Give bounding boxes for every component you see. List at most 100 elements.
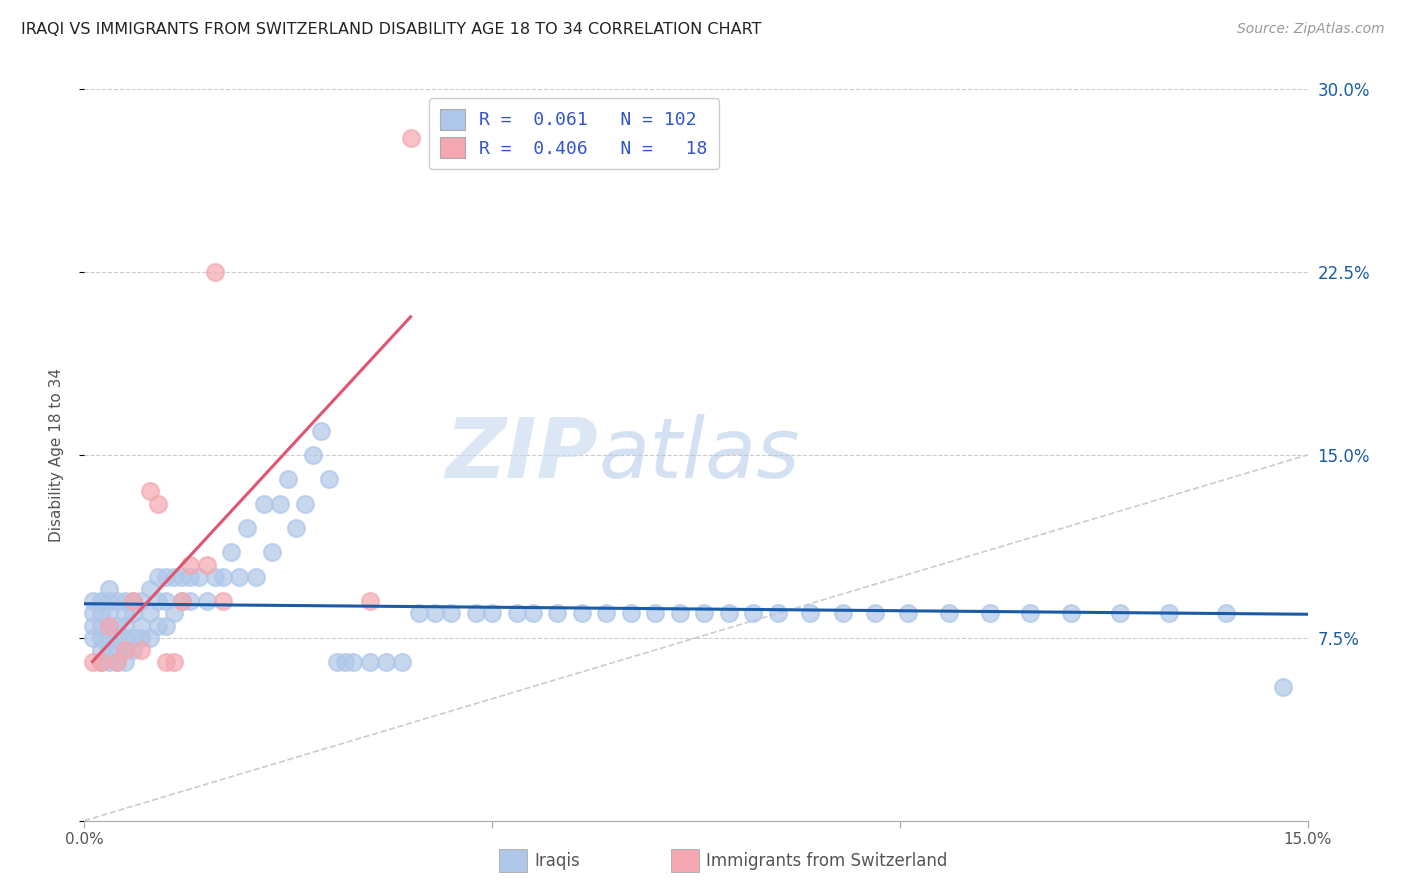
Point xyxy=(301,448,323,462)
Point xyxy=(228,570,250,584)
Point xyxy=(522,607,544,621)
Point xyxy=(644,607,666,621)
Point xyxy=(163,655,186,669)
Point xyxy=(82,618,104,632)
Point xyxy=(938,607,960,621)
Text: Iraqis: Iraqis xyxy=(534,852,581,870)
Point xyxy=(90,655,112,669)
Point xyxy=(90,643,112,657)
Point xyxy=(82,655,104,669)
Point xyxy=(318,472,340,486)
Point xyxy=(742,607,765,621)
Point xyxy=(595,607,617,621)
Legend: R =  0.061   N = 102, R =  0.406   N =   18: R = 0.061 N = 102, R = 0.406 N = 18 xyxy=(429,98,718,169)
Point xyxy=(505,607,527,621)
Text: Immigrants from Switzerland: Immigrants from Switzerland xyxy=(706,852,948,870)
Text: IRAQI VS IMMIGRANTS FROM SWITZERLAND DISABILITY AGE 18 TO 34 CORRELATION CHART: IRAQI VS IMMIGRANTS FROM SWITZERLAND DIS… xyxy=(21,22,762,37)
Point xyxy=(114,643,136,657)
Point xyxy=(269,497,291,511)
Point xyxy=(1157,607,1180,621)
Point xyxy=(326,655,349,669)
Point xyxy=(979,607,1001,621)
Point xyxy=(146,497,169,511)
Point xyxy=(155,594,177,608)
Y-axis label: Disability Age 18 to 34: Disability Age 18 to 34 xyxy=(49,368,63,542)
Point xyxy=(138,607,160,621)
Text: ZIP: ZIP xyxy=(446,415,598,495)
Point xyxy=(865,607,887,621)
Point xyxy=(440,607,463,621)
Point xyxy=(114,594,136,608)
Point xyxy=(82,594,104,608)
Point xyxy=(97,594,120,608)
Point xyxy=(693,607,716,621)
Point xyxy=(1215,607,1237,621)
Point xyxy=(294,497,316,511)
Point xyxy=(204,265,226,279)
Point xyxy=(481,607,503,621)
Point xyxy=(114,643,136,657)
Point xyxy=(155,618,177,632)
Point xyxy=(155,570,177,584)
Point xyxy=(146,594,169,608)
Point xyxy=(179,570,201,584)
Point xyxy=(82,631,104,645)
Point xyxy=(668,607,690,621)
Point xyxy=(90,655,112,669)
Point xyxy=(195,558,218,572)
Point xyxy=(212,594,235,608)
Point xyxy=(138,582,160,596)
Point xyxy=(464,607,486,621)
Point xyxy=(114,607,136,621)
Point xyxy=(122,643,145,657)
Point xyxy=(138,631,160,645)
Point xyxy=(187,570,209,584)
Point xyxy=(90,607,112,621)
Point xyxy=(82,607,104,621)
Point xyxy=(105,643,128,657)
Point xyxy=(766,607,789,621)
Point xyxy=(172,570,194,584)
Point xyxy=(253,497,276,511)
Point xyxy=(114,618,136,632)
Point xyxy=(97,618,120,632)
Point xyxy=(1019,607,1042,621)
Point xyxy=(122,607,145,621)
Point xyxy=(90,631,112,645)
Point xyxy=(131,594,153,608)
Point xyxy=(114,631,136,645)
Point xyxy=(131,618,153,632)
Point xyxy=(399,131,422,145)
Point xyxy=(375,655,398,669)
Point xyxy=(359,655,381,669)
Point xyxy=(97,607,120,621)
Point xyxy=(799,607,821,621)
Point xyxy=(195,594,218,608)
Text: atlas: atlas xyxy=(598,415,800,495)
Point xyxy=(146,570,169,584)
Point xyxy=(219,545,242,559)
Point xyxy=(571,607,593,621)
Point xyxy=(163,570,186,584)
Point xyxy=(717,607,740,621)
Point xyxy=(90,594,112,608)
Point xyxy=(179,558,201,572)
Point xyxy=(204,570,226,584)
Point xyxy=(1109,607,1132,621)
Point xyxy=(122,631,145,645)
Point xyxy=(114,655,136,669)
Point xyxy=(105,631,128,645)
Point xyxy=(163,607,186,621)
Point xyxy=(105,618,128,632)
Point xyxy=(122,594,145,608)
Point xyxy=(620,607,643,621)
Point xyxy=(97,618,120,632)
Point xyxy=(138,484,160,499)
Point xyxy=(897,607,920,621)
Point xyxy=(335,655,357,669)
Point xyxy=(105,655,128,669)
Point xyxy=(260,545,283,559)
Point xyxy=(105,655,128,669)
Point xyxy=(172,594,194,608)
Point xyxy=(277,472,299,486)
